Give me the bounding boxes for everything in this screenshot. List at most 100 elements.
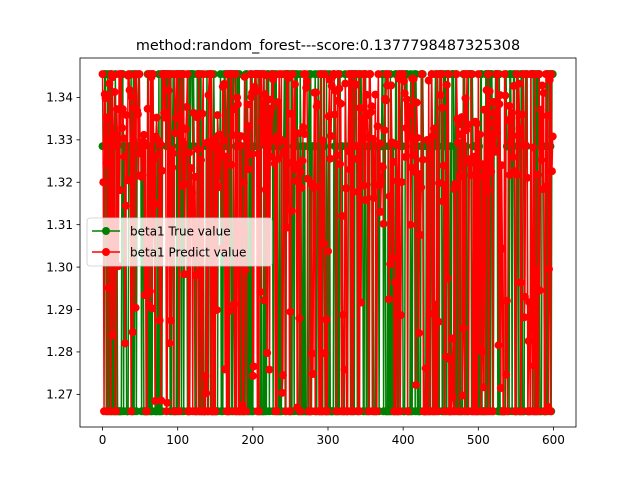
predict-value-point <box>392 140 401 149</box>
predict-value-point <box>117 70 126 79</box>
predict-value-point <box>481 164 490 173</box>
predict-value-point <box>295 314 304 323</box>
predict-value-point <box>521 141 530 150</box>
predict-value-point <box>299 123 308 132</box>
predict-value-point <box>103 113 112 122</box>
predict-value-point <box>437 70 446 79</box>
predict-value-point <box>99 178 108 187</box>
predict-value-point <box>408 151 417 160</box>
predict-value-point <box>478 347 487 356</box>
predict-value-point <box>503 407 512 416</box>
predict-value-point <box>298 156 307 165</box>
predict-value-point <box>182 103 191 112</box>
predict-value-point <box>245 122 254 131</box>
predict-value-point <box>212 143 221 152</box>
predict-value-point <box>384 295 393 304</box>
predict-value-point <box>267 104 276 113</box>
plot-area <box>98 70 557 416</box>
predict-value-point <box>417 70 426 79</box>
predict-value-point <box>483 186 492 195</box>
predict-value-point <box>352 142 361 151</box>
predict-value-point <box>184 148 193 157</box>
predict-value-point <box>534 407 543 416</box>
predict-value-point <box>385 192 394 201</box>
predict-value-point <box>98 70 107 79</box>
x-tick-label: 100 <box>166 433 189 447</box>
predict-value-point <box>287 207 296 216</box>
predict-value-point <box>445 355 454 364</box>
predict-value-point <box>487 167 496 176</box>
predict-value-point <box>502 296 511 305</box>
predict-value-point <box>495 100 504 109</box>
predict-value-point <box>406 220 415 229</box>
predict-value-point <box>157 166 166 175</box>
predict-value-point <box>396 407 405 416</box>
predict-value-point <box>514 79 523 88</box>
predict-value-point <box>360 181 369 190</box>
predict-value-point <box>133 110 142 119</box>
predict-value-point <box>258 138 267 147</box>
predict-value-point <box>301 70 310 79</box>
predict-value-point <box>220 79 229 88</box>
predict-value-point <box>538 81 547 90</box>
predict-value-point <box>399 77 408 86</box>
predict-value-point <box>351 80 360 89</box>
predict-value-point <box>512 70 521 79</box>
y-tick-label: 1.27 <box>46 388 73 402</box>
predict-value-point <box>196 267 205 276</box>
predict-value-point <box>119 134 128 143</box>
x-tick-label: 0 <box>99 433 107 447</box>
predict-value-point <box>397 178 406 187</box>
predict-value-point <box>428 132 437 141</box>
predict-value-point <box>296 167 305 176</box>
predict-value-point <box>356 103 365 112</box>
predict-value-point <box>357 298 366 307</box>
predict-value-point <box>198 109 207 118</box>
predict-value-point <box>261 185 270 194</box>
legend: beta1 True value beta1 Predict value <box>86 217 273 267</box>
predict-value-point <box>377 177 386 186</box>
predict-value-point <box>122 111 131 120</box>
predict-value-point <box>139 130 148 139</box>
predict-value-point <box>308 369 317 378</box>
predict-value-point <box>439 161 448 170</box>
predict-value-point <box>372 407 381 416</box>
predict-value-point <box>508 108 517 117</box>
predict-value-point <box>142 407 151 416</box>
predict-value-point <box>336 99 345 108</box>
predict-value-point <box>324 247 332 256</box>
predict-value-point <box>154 199 163 208</box>
predict-value-point <box>469 152 478 161</box>
predict-value-point <box>221 152 230 161</box>
predict-value-point <box>138 171 147 180</box>
predict-value-point <box>164 86 173 95</box>
predict-value-point <box>127 407 136 416</box>
x-tick-label: 300 <box>317 433 340 447</box>
predict-value-point <box>224 407 233 416</box>
predict-value-point <box>403 407 412 416</box>
predict-value-point <box>472 119 481 128</box>
predict-value-point <box>320 70 329 79</box>
predict-value-point <box>323 407 332 416</box>
predict-value-point <box>456 172 465 181</box>
predict-value-point <box>319 239 328 248</box>
predict-value-point <box>199 70 208 79</box>
predict-value-point <box>461 94 470 103</box>
predict-value-point <box>187 164 196 173</box>
predict-value-point <box>115 186 124 195</box>
predict-value-point <box>248 371 257 380</box>
predict-value-point <box>480 105 489 114</box>
predict-value-point <box>165 339 174 348</box>
predict-value-point <box>175 407 184 416</box>
predict-value-point <box>404 102 413 111</box>
predict-value-point <box>548 132 557 141</box>
predict-value-point <box>537 156 546 164</box>
predict-value-point <box>514 131 523 140</box>
predict-value-point <box>451 180 460 189</box>
predict-value-point <box>529 361 538 370</box>
predict-value-point <box>163 398 172 407</box>
predict-value-point <box>341 79 350 88</box>
predict-value-point <box>154 150 163 159</box>
predict-value-point <box>221 365 230 374</box>
x-axis: 0 100 200 300 400 500 600 <box>99 427 565 447</box>
